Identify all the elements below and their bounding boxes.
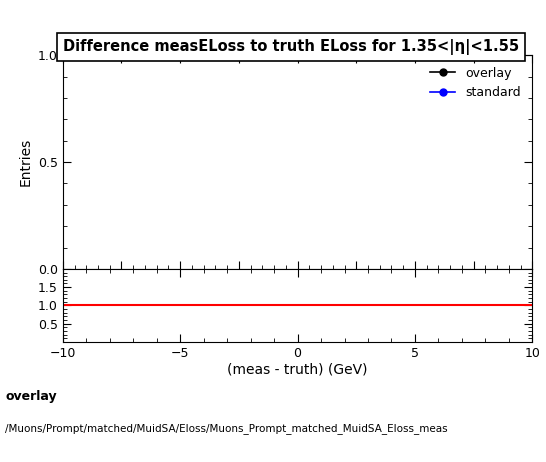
Y-axis label: Entries: Entries [19, 138, 32, 186]
Text: overlay: overlay [5, 390, 57, 403]
Legend: overlay, standard: overlay, standard [425, 62, 526, 104]
Text: /Muons/Prompt/matched/MuidSA/Eloss/Muons_Prompt_matched_MuidSA_Eloss_meas: /Muons/Prompt/matched/MuidSA/Eloss/Muons… [5, 423, 448, 434]
X-axis label: (meas - truth) (GeV): (meas - truth) (GeV) [227, 363, 368, 377]
Text: Difference measELoss to truth ELoss for 1.35<|η|<1.55: Difference measELoss to truth ELoss for … [63, 39, 519, 55]
